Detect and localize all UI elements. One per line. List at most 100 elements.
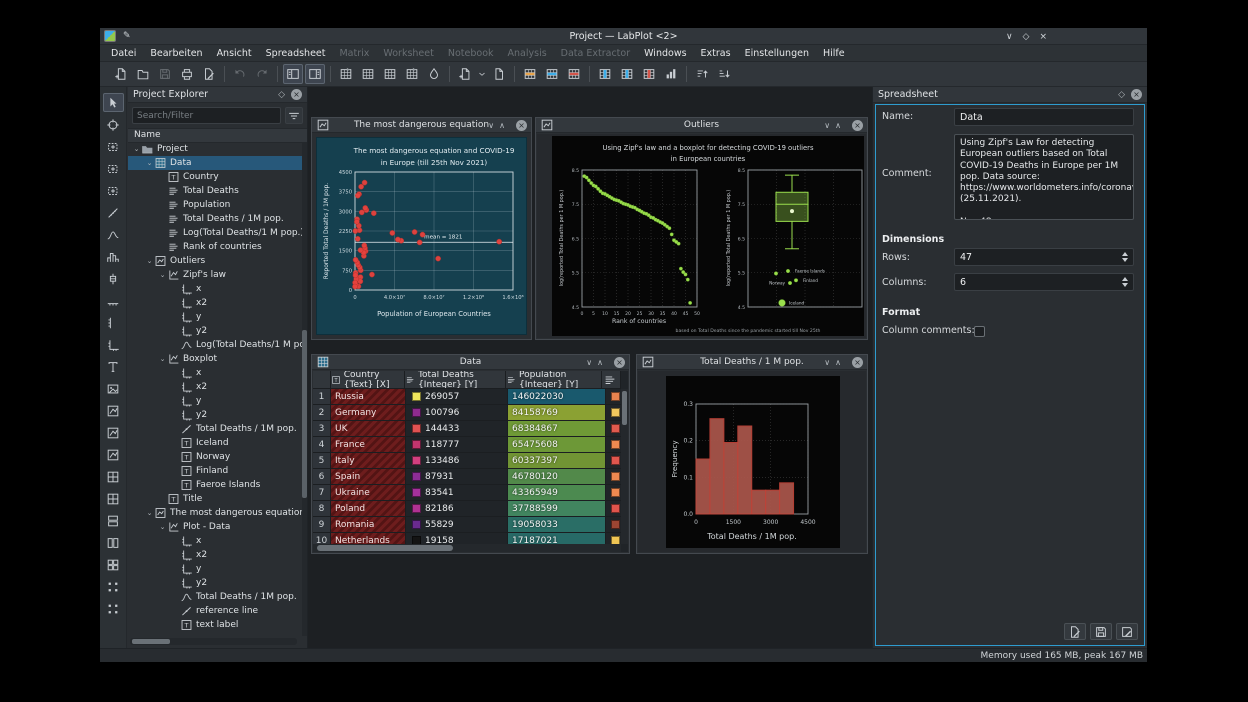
add-histogram-button[interactable] [103,247,124,266]
insert-row-below-button[interactable] [542,64,562,84]
menu-einstellungen[interactable]: Einstellungen [744,47,809,59]
column-statistics-button[interactable] [661,64,681,84]
tree-item-y2[interactable]: y2 [128,324,302,338]
country-cell[interactable]: Ukraine [331,485,406,500]
tree-item-boxplot[interactable]: ⌄ Boxplot [128,352,302,366]
column-header-4[interactable] [602,371,621,388]
print-button[interactable] [177,64,197,84]
tree-item-rank-of-countries[interactable]: Rank of countries [128,240,302,254]
insert-column-right-button[interactable] [617,64,637,84]
country-cell[interactable]: Italy [331,453,406,468]
tree-item-y[interactable]: y [128,562,302,576]
population-cell[interactable]: 37788599 [508,501,606,516]
total-deaths-cell[interactable]: 144433 [406,421,508,436]
remove-columns-button[interactable] [639,64,659,84]
extra-column-cell[interactable] [606,501,621,516]
tree-item-country[interactable]: T Country [128,170,302,184]
table-row[interactable]: 5 Italy 133486 60337397 [313,453,621,469]
remove-rows-button[interactable] [564,64,584,84]
comment-field[interactable]: Using Zipf's Law for detecting European … [954,134,1134,220]
tree-item-x[interactable]: x [128,534,302,548]
tree-item-x2[interactable]: x2 [128,296,302,310]
country-cell[interactable]: Spain [331,469,406,484]
tree-item-x2[interactable]: x2 [128,380,302,394]
tree-item-project[interactable]: ⌄ Project [128,142,302,156]
break-layout-button[interactable] [103,577,124,596]
total-deaths-cell[interactable]: 118777 [406,437,508,452]
go-to-cell-button[interactable] [402,64,422,84]
worksheet-view[interactable]: 0 1500 3000 4500 0.0 0.1 0.2 0.3 Total Deaths / … [638,371,866,552]
sort-descending-button[interactable] [714,64,734,84]
column-comments-checkbox[interactable] [974,326,985,337]
expander-icon[interactable]: ⌄ [159,355,166,363]
export-icon-button[interactable] [1064,623,1086,640]
add-plot-4-button[interactable] [103,467,124,486]
new-spreadsheet-button[interactable] [455,64,475,84]
remove-cells-button[interactable] [380,64,400,84]
extra-column-cell[interactable] [606,469,621,484]
tree-item-title[interactable]: T Title [128,492,302,506]
population-cell[interactable]: 60337397 [508,453,606,468]
menu-datei[interactable]: Datei [111,47,137,59]
tree-item-total-deaths-1m-pop[interactable]: Total Deaths / 1M pop. [128,590,302,604]
table-row[interactable]: 1 Russia 269057 146022030 [313,389,621,405]
insert-rows-button[interactable] [336,64,356,84]
restore-icon[interactable]: ∧ [835,120,841,130]
insert-row-above-button[interactable] [520,64,540,84]
tree-vertical-scrollbar[interactable] [302,142,307,636]
search-input[interactable] [132,107,281,124]
tree-item-data[interactable]: ⌄ Data [128,156,302,170]
maximize-icon[interactable]: ◇ [1022,31,1030,42]
float-dock-icon[interactable]: ◇ [1118,89,1125,100]
column-header-2[interactable]: Total Deaths {Integer} [Y] [405,371,506,388]
add-axis-button[interactable] [103,335,124,354]
align-snap-button[interactable] [103,599,124,618]
toggle-properties-explorer-button[interactable] [305,64,325,84]
expander-icon[interactable]: ⌄ [146,257,153,265]
population-cell[interactable]: 65475608 [508,437,606,452]
column-header-1[interactable]: T Country {Text} [X] [331,371,405,388]
shade-icon[interactable]: ∨ [586,357,593,367]
tree-item-y2[interactable]: y2 [128,408,302,422]
tree-item-zipf-s-law[interactable]: ⌄ Zipf's law [128,268,302,282]
insert-columns-button[interactable] [358,64,378,84]
shade-icon[interactable]: ∨ [824,120,831,130]
population-cell[interactable]: 84158769 [508,405,606,420]
country-cell[interactable]: Russia [331,389,406,404]
shade-icon[interactable]: ∨ [824,357,831,367]
tree-item-x[interactable]: x [128,282,302,296]
table-row[interactable]: 2 Germany 100796 84158769 [313,405,621,421]
country-cell[interactable]: Germany [331,405,406,420]
total-deaths-cell[interactable]: 133486 [406,453,508,468]
crosshair-cursor-button[interactable] [103,115,124,134]
name-field[interactable] [954,108,1134,126]
table-row[interactable]: 4 France 118777 65475608 [313,437,621,453]
tree-item-log-total-deaths-1-m-pop[interactable]: Log(Total Deaths/1 M pop.) [128,338,302,352]
population-cell[interactable]: 146022030 [508,389,606,404]
subwindow-titlebar[interactable]: The most dangerous equation ∨ ∧ × [312,118,531,133]
close-subwindow-icon[interactable]: × [852,119,863,131]
tree-item-total-deaths-1m-pop[interactable]: Total Deaths / 1M pop. [128,212,302,226]
subwindow-titlebar[interactable]: Data ∨ ∧ × [312,355,629,370]
worksheet-view[interactable]: The most dangerous equation and COVID-19… [313,134,530,338]
extra-column-cell[interactable] [606,405,621,420]
pen-color-button[interactable] [424,64,444,84]
add-image-button[interactable] [103,379,124,398]
data-spreadsheet-table[interactable]: T Country {Text} [X] Total Deaths {Integer… [313,371,628,552]
expander-icon[interactable]: ⌄ [146,159,153,167]
toggle-project-explorer-button[interactable] [283,64,303,84]
spin-down-icon[interactable] [1122,258,1128,262]
filter-options-icon[interactable] [285,107,303,124]
population-cell[interactable]: 68384867 [508,421,606,436]
add-plot-1-button[interactable] [103,401,124,420]
country-cell[interactable]: Romania [331,517,406,532]
restore-icon[interactable]: ∧ [499,120,505,130]
table-horizontal-scrollbar[interactable] [313,544,621,552]
population-cell[interactable]: 43365949 [508,485,606,500]
tree-item-x2[interactable]: x2 [128,548,302,562]
zoom-select-button[interactable] [103,137,124,156]
print-preview-button[interactable] [199,64,219,84]
tree-item-x[interactable]: x [128,366,302,380]
menu-windows[interactable]: Windows [644,47,687,59]
